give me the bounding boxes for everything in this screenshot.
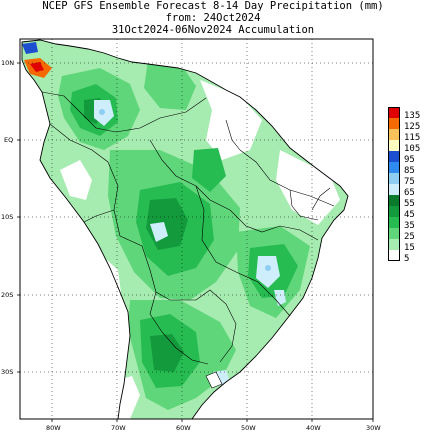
lat-label-10n: 10N <box>1 59 14 67</box>
axis-ticks <box>17 62 374 422</box>
lon-label-70w: 70W <box>111 424 126 432</box>
legend-level-35: 35 <box>388 217 426 231</box>
legend-swatch <box>388 173 400 184</box>
legend-label: 65 <box>404 188 415 198</box>
legend-level-55: 55 <box>388 195 426 209</box>
legend-label: 125 <box>404 122 421 132</box>
legend-swatch <box>388 151 400 162</box>
legend-label: 45 <box>404 210 415 220</box>
legend-label: 105 <box>404 144 421 154</box>
light-blue-patch-southeast <box>256 256 280 288</box>
legend-label: 55 <box>404 199 415 209</box>
legend-label: 75 <box>404 177 415 187</box>
lon-label-50w: 50W <box>241 424 256 432</box>
lat-label-10s: 10S <box>1 213 13 221</box>
very-heavy-rain-south <box>150 334 184 372</box>
legend-swatch <box>388 250 400 261</box>
lat-label-30s: 30S <box>1 368 13 376</box>
lon-label-30w: 30W <box>366 424 381 432</box>
legend-label: 25 <box>404 232 415 242</box>
legend-label: 85 <box>404 166 415 176</box>
legend-level-65: 65 <box>388 184 426 198</box>
legend-level-105: 105 <box>388 140 426 154</box>
light-blue-patch-central <box>150 222 168 242</box>
legend-level-85: 85 <box>388 162 426 176</box>
lagoa-dos-patos <box>205 371 223 389</box>
lat-label-20s: 20S <box>1 291 13 299</box>
dry-area-peru-coast <box>60 160 92 200</box>
legend-label: 15 <box>404 243 415 253</box>
legend-swatch <box>388 206 400 217</box>
legend-swatch <box>388 184 400 195</box>
political-borders <box>41 91 335 365</box>
legend-swatch <box>388 228 400 239</box>
legend-swatch <box>388 162 400 173</box>
legend-label: 95 <box>404 155 415 165</box>
legend-swatch <box>388 140 400 151</box>
legend-swatch <box>388 118 400 129</box>
heavy-rain-amazon-east <box>192 148 226 192</box>
forecast-init-date: from: 24Oct2024 <box>165 12 261 24</box>
blue-spot-1 <box>265 265 271 271</box>
legend-level-5: 5 <box>388 250 426 264</box>
graticule <box>20 39 373 419</box>
legend-level-115: 115 <box>388 129 426 143</box>
lon-label-40w: 40W <box>306 424 321 432</box>
light-blue-patch-east <box>274 290 286 306</box>
legend-level-45: 45 <box>388 206 426 220</box>
legend-swatch <box>388 239 400 250</box>
ocean-precip-patch <box>22 42 38 54</box>
legend-level-125: 125 <box>388 118 426 132</box>
accumulation-period: 31Oct2024-06Nov2024 Accumulation <box>111 24 315 36</box>
legend-level-15: 15 <box>388 239 426 253</box>
legend-level-135: 135 <box>388 107 426 121</box>
lon-label-60w: 60W <box>176 424 191 432</box>
legend-level-75: 75 <box>388 173 426 187</box>
legend-level-95: 95 <box>388 151 426 165</box>
legend-label: 135 <box>404 111 421 121</box>
legend-level-25: 25 <box>388 228 426 242</box>
legend-label: 35 <box>404 221 415 231</box>
legend-swatch <box>388 107 400 118</box>
legend-label: 115 <box>404 133 421 143</box>
lon-label-80w: 80W <box>46 424 61 432</box>
blue-spot-2 <box>99 109 105 115</box>
lat-label-eq: EQ <box>4 136 13 144</box>
rain-guianas <box>144 60 196 110</box>
dry-area-northeast <box>200 80 262 160</box>
map-title: NCEP GFS Ensemble Forecast 8-14 Day Prec… <box>42 0 384 12</box>
extreme-precip-colombia <box>30 62 44 72</box>
legend-label: 5 <box>404 254 410 264</box>
legend-swatch <box>388 217 400 228</box>
legend-swatch <box>388 129 400 140</box>
legend-swatch <box>388 195 400 206</box>
